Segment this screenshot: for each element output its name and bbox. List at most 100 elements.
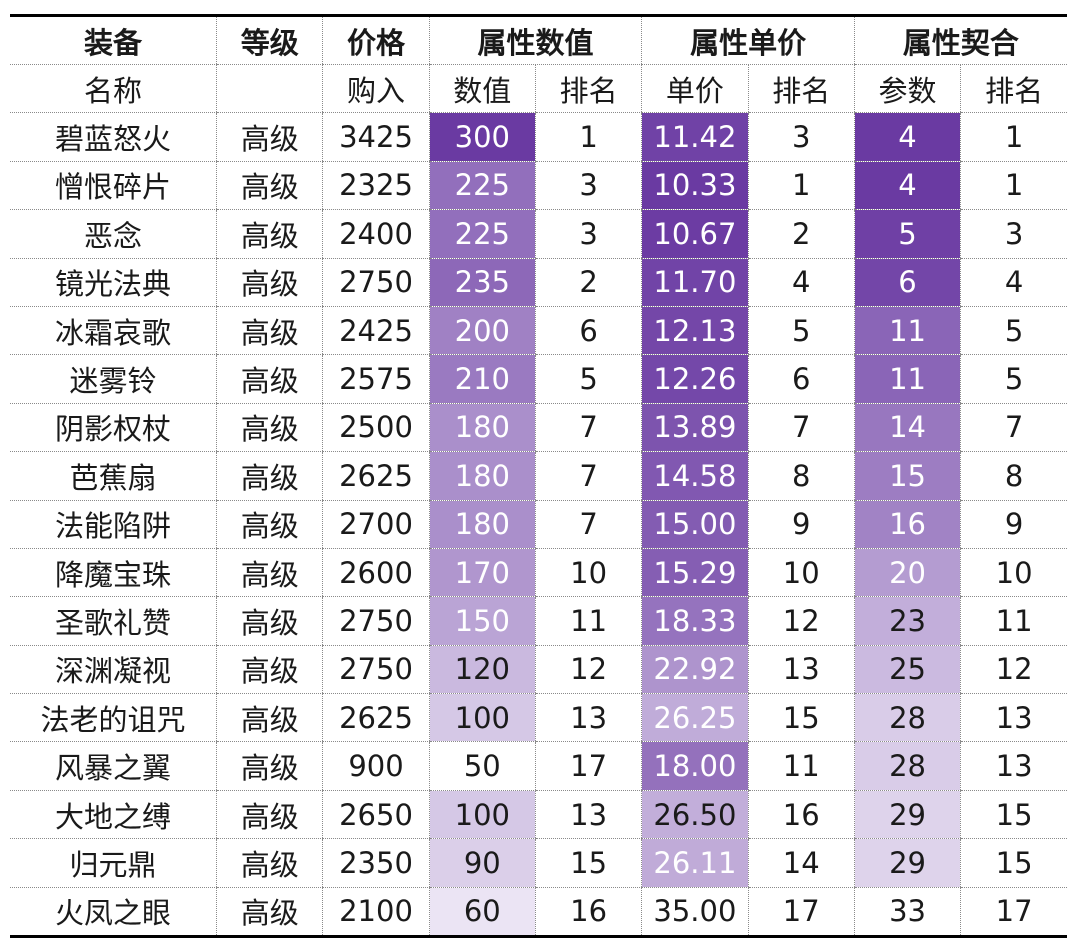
- cell-value: 180: [428, 451, 536, 501]
- table-row: 降魔宝珠 高级 2600 170 10 15.29 10 20 10: [10, 548, 1067, 598]
- cell-price: 2625: [322, 451, 430, 501]
- cell-unit-price: 11.70: [641, 258, 749, 307]
- cell-value: 50: [428, 741, 536, 791]
- table-body: 碧蓝怒火 高级 3425 300 1 11.42 3 4 1 憎恨碎片 高级 2325 225 3 10.3…: [10, 112, 1067, 939]
- cell-param: 4: [853, 161, 961, 211]
- cell-unit-price: 12.26: [641, 354, 749, 404]
- cell-param: 28: [853, 693, 961, 743]
- cell-level: 高级: [216, 790, 323, 840]
- cell-value-rank: 15: [534, 838, 642, 888]
- cell-param: 4: [853, 112, 961, 162]
- cell-name: 芭蕉扇: [10, 451, 217, 501]
- header-price: 价格: [322, 14, 430, 65]
- cell-param-rank: 8: [960, 451, 1067, 501]
- cell-level: 高级: [216, 887, 323, 939]
- cell-unit-price: 10.33: [641, 161, 749, 211]
- subheader-unit-price: 单价: [641, 64, 749, 114]
- cell-param-rank: 15: [960, 838, 1067, 888]
- subheader-value-rank: 排名: [534, 64, 642, 114]
- table-row: 芭蕉扇 高级 2625 180 7 14.58 8 15 8: [10, 451, 1067, 501]
- cell-param-rank: 11: [960, 596, 1067, 646]
- table-row: 法能陷阱 高级 2700 180 7 15.00 9 16 9: [10, 500, 1067, 549]
- table-row: 碧蓝怒火 高级 3425 300 1 11.42 3 4 1: [10, 112, 1067, 162]
- cell-price: 2625: [322, 693, 430, 743]
- cell-unit-price: 12.13: [641, 306, 749, 356]
- cell-param-rank: 7: [960, 403, 1067, 453]
- subheader-unit-price-rank: 排名: [747, 64, 855, 114]
- cell-unit-price-rank: 1: [747, 161, 855, 211]
- cell-param: 28: [853, 741, 961, 791]
- cell-unit-price: 13.89: [641, 403, 749, 453]
- equipment-attribute-table: 装备 等级 价格 属性数值 属性单价 属性契合 名称 购入 数值 排名 单价 排…: [10, 14, 1067, 939]
- cell-level: 高级: [216, 596, 323, 646]
- cell-param-rank: 17: [960, 887, 1067, 939]
- subheader-name: 名称: [10, 64, 217, 114]
- cell-value: 210: [428, 354, 536, 404]
- cell-unit-price: 11.42: [641, 112, 749, 162]
- cell-unit-price-rank: 12: [747, 596, 855, 646]
- cell-param-rank: 1: [960, 161, 1067, 211]
- cell-price: 2650: [322, 790, 430, 840]
- cell-unit-price-rank: 13: [747, 645, 855, 695]
- cell-param: 11: [853, 354, 961, 404]
- cell-param-rank: 1: [960, 112, 1067, 162]
- cell-value-rank: 7: [534, 500, 642, 549]
- cell-param: 29: [853, 790, 961, 840]
- cell-unit-price-rank: 2: [747, 209, 855, 259]
- cell-value-rank: 3: [534, 161, 642, 211]
- cell-value: 300: [428, 112, 536, 162]
- cell-price: 2750: [322, 258, 430, 307]
- cell-level: 高级: [216, 548, 323, 598]
- table-row: 风暴之翼 高级 900 50 17 18.00 11 28 13: [10, 741, 1067, 791]
- cell-name: 冰霜哀歌: [10, 306, 217, 356]
- cell-param: 5: [853, 209, 961, 259]
- cell-price: 2400: [322, 209, 430, 259]
- cell-param: 25: [853, 645, 961, 695]
- cell-unit-price: 22.92: [641, 645, 749, 695]
- cell-unit-price: 26.25: [641, 693, 749, 743]
- cell-value: 180: [428, 403, 536, 453]
- cell-unit-price-rank: 14: [747, 838, 855, 888]
- cell-unit-price-rank: 4: [747, 258, 855, 307]
- cell-name: 镜光法典: [10, 258, 217, 307]
- header-attr-unit-price: 属性单价: [641, 14, 855, 65]
- cell-level: 高级: [216, 403, 323, 453]
- cell-unit-price: 18.33: [641, 596, 749, 646]
- cell-level: 高级: [216, 354, 323, 404]
- subheader-param: 参数: [853, 64, 961, 114]
- cell-level: 高级: [216, 500, 323, 549]
- cell-level: 高级: [216, 645, 323, 695]
- cell-name: 圣歌礼赞: [10, 596, 217, 646]
- cell-price: 900: [322, 741, 430, 791]
- cell-price: 2350: [322, 838, 430, 888]
- table-row: 深渊凝视 高级 2750 120 12 22.92 13 25 12: [10, 645, 1067, 695]
- cell-param: 29: [853, 838, 961, 888]
- cell-value: 200: [428, 306, 536, 356]
- cell-price: 2325: [322, 161, 430, 211]
- cell-price: 2700: [322, 500, 430, 549]
- cell-value-rank: 7: [534, 451, 642, 501]
- cell-unit-price-rank: 11: [747, 741, 855, 791]
- cell-value: 225: [428, 161, 536, 211]
- cell-level: 高级: [216, 112, 323, 162]
- cell-value-rank: 16: [534, 887, 642, 939]
- cell-unit-price-rank: 15: [747, 693, 855, 743]
- cell-value-rank: 12: [534, 645, 642, 695]
- cell-price: 2500: [322, 403, 430, 453]
- cell-price: 2425: [322, 306, 430, 356]
- cell-name: 恶念: [10, 209, 217, 259]
- cell-level: 高级: [216, 258, 323, 307]
- cell-value-rank: 10: [534, 548, 642, 598]
- cell-unit-price-rank: 9: [747, 500, 855, 549]
- cell-value-rank: 2: [534, 258, 642, 307]
- cell-level: 高级: [216, 161, 323, 211]
- cell-value-rank: 6: [534, 306, 642, 356]
- cell-price: 2750: [322, 645, 430, 695]
- table-row: 圣歌礼赞 高级 2750 150 11 18.33 12 23 11: [10, 596, 1067, 646]
- cell-value: 100: [428, 790, 536, 840]
- cell-level: 高级: [216, 451, 323, 501]
- cell-unit-price: 26.11: [641, 838, 749, 888]
- cell-param: 15: [853, 451, 961, 501]
- cell-param-rank: 10: [960, 548, 1067, 598]
- header-attr-fit: 属性契合: [853, 14, 1067, 65]
